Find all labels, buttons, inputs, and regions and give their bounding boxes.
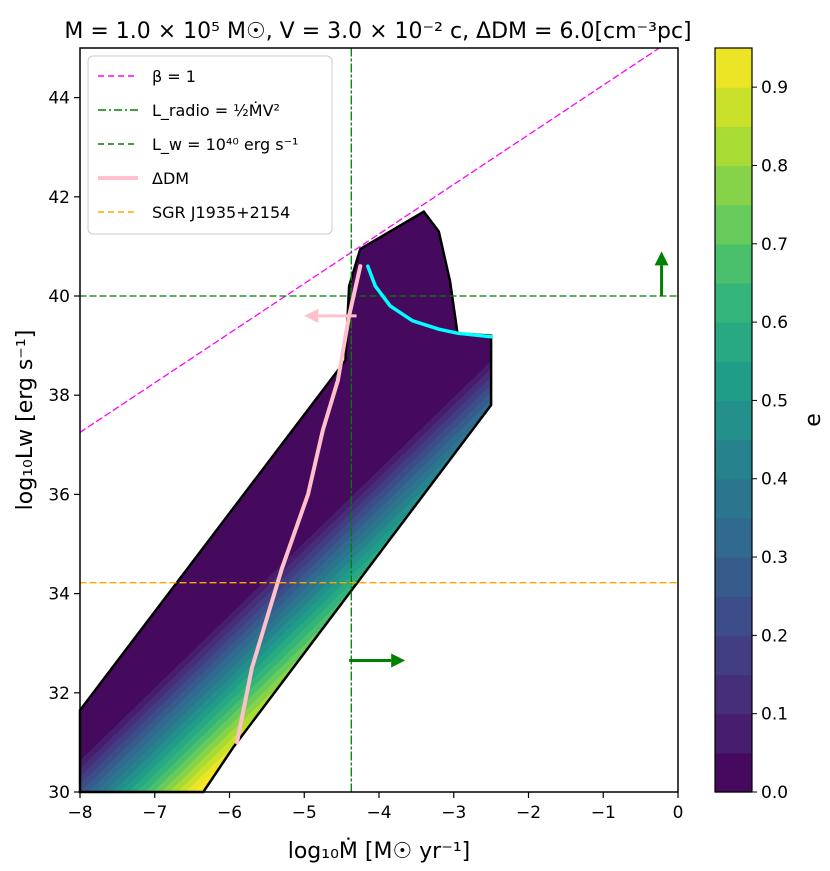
colorbar-band <box>715 400 752 441</box>
colorbar-band <box>715 439 752 480</box>
y-axis-ticks: 30 32 34 36 38 40 42 44 <box>48 89 80 803</box>
colorbar-tick-label: 0.2 <box>761 626 788 646</box>
legend: β = 1 L_radio = ½ṀV² L_w = 10⁴⁰ erg s⁻¹ ΔDM… <box>87 55 333 235</box>
colorbar-band <box>715 322 752 362</box>
y-tick-label: 42 <box>48 188 70 208</box>
colorbar-band <box>715 557 752 597</box>
x-tick-label: −4 <box>366 803 391 823</box>
colorbar-band <box>715 361 752 402</box>
chart-title: M = 1.0 × 10⁵ M☉, V = 3.0 × 10⁻² c, ΔDM … <box>64 19 691 44</box>
colorbar-band <box>715 126 752 167</box>
x-tick-label: 0 <box>673 803 684 823</box>
colorbar-tick-label: 0.0 <box>761 783 788 803</box>
colorbar-tick-label: 0.8 <box>761 156 788 176</box>
y-tick-label: 32 <box>48 684 70 704</box>
y-tick-label: 34 <box>48 585 70 605</box>
x-tick-label: −8 <box>67 803 92 823</box>
arrow-head <box>654 251 669 266</box>
legend-label: ΔDM <box>152 169 189 188</box>
colorbar-tick-label: 0.6 <box>761 313 788 333</box>
colorbar-tick-label: 0.7 <box>761 235 788 255</box>
colorbar-frame <box>714 47 753 793</box>
colorbar-tick-label: 0.9 <box>761 78 788 98</box>
arrow-head <box>304 308 319 323</box>
legend-label: L_w = 10⁴⁰ erg s⁻¹ <box>152 135 298 155</box>
y-tick-label: 44 <box>48 89 70 109</box>
y-axis-label: log₁₀Lw [erg s⁻¹] <box>13 330 38 511</box>
colorbar-ticks: 0.0 0.1 0.2 0.3 0.4 0.5 0.6 0.7 0.8 0.9 <box>752 78 788 803</box>
colorbar-band <box>715 596 752 636</box>
x-tick-label: −2 <box>516 803 541 823</box>
colorbar-tick-label: 0.5 <box>761 391 788 411</box>
y-tick-label: 36 <box>48 485 70 505</box>
colorbar-band <box>715 713 752 754</box>
x-tick-label: −3 <box>441 803 466 823</box>
x-tick-label: −5 <box>292 803 317 823</box>
x-axis-ticks: −8 −7 −6 −5 −4 −3 −2 −1 0 <box>67 792 683 823</box>
colorbar-band <box>715 674 752 715</box>
lines-layer <box>80 48 678 792</box>
line-series <box>80 48 660 434</box>
colorbar-band <box>715 752 752 793</box>
arrows-layer <box>304 251 669 668</box>
colorbar-band <box>715 165 752 206</box>
colorbar-band <box>715 48 752 88</box>
y-tick-label: 40 <box>48 287 70 307</box>
colorbar-band <box>715 478 752 519</box>
line-series <box>235 264 363 745</box>
legend-box <box>87 55 333 235</box>
colorbar-band <box>715 635 752 676</box>
y-tick-label: 30 <box>48 783 70 803</box>
colorbar-tick-label: 0.1 <box>761 705 788 725</box>
colorbar-tick-label: 0.4 <box>761 470 788 490</box>
x-tick-label: −7 <box>142 803 167 823</box>
colorbar-tick-label: 0.3 <box>761 548 788 568</box>
legend-label: SGR J1935+2154 <box>152 203 290 222</box>
x-tick-label: −6 <box>217 803 242 823</box>
x-axis-label: log₁₀Ṁ [M☉ yr⁻¹] <box>288 838 471 864</box>
legend-label: L_radio = ½ṀV² <box>152 101 280 121</box>
colorbar-band <box>715 282 752 323</box>
colorbar-label: e <box>801 413 826 427</box>
y-tick-label: 38 <box>48 386 70 406</box>
colorbar-band <box>715 517 752 558</box>
colorbar-band <box>715 204 752 245</box>
legend-label: β = 1 <box>152 67 196 86</box>
cyan-boundary-curve <box>366 264 493 339</box>
arrow-head <box>391 653 406 668</box>
colorbar: 0.0 0.1 0.2 0.3 0.4 0.5 0.6 0.7 0.8 0.9 e <box>714 47 826 803</box>
colorbar-band <box>715 87 752 127</box>
colorbar-band <box>715 243 752 284</box>
colorbar-bands <box>715 48 752 793</box>
x-tick-label: −1 <box>591 803 616 823</box>
